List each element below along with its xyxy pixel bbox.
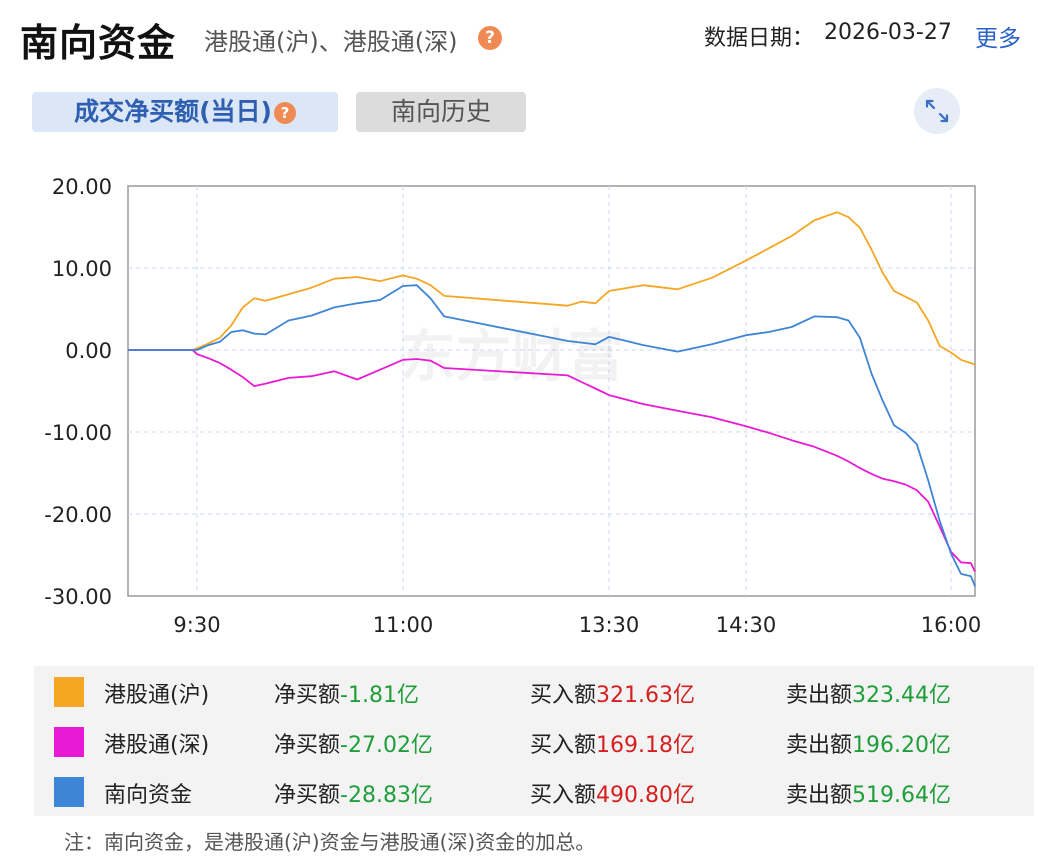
- x-tick-label: 9:30: [173, 613, 220, 637]
- net-buy-label: 净买额: [274, 683, 341, 708]
- sell-value: 519.64亿: [852, 783, 951, 808]
- legend-swatch: [54, 777, 84, 807]
- net-buy-cell: 净买额-1.81亿: [274, 677, 419, 709]
- expand-icon: [925, 99, 949, 123]
- footnote: 注：南向资金，是港股通(沪)资金与港股通(深)资金的加总。: [64, 830, 596, 854]
- x-tick-label: 11:00: [373, 613, 434, 637]
- legend-row: 港股通(深) 净买额-27.02亿 买入额169.18亿 卖出额196.20亿: [34, 716, 1034, 766]
- buy-value: 321.63亿: [596, 683, 695, 708]
- buy-cell: 买入额169.18亿: [530, 727, 695, 759]
- series-line: [128, 211, 976, 366]
- buy-label: 买入额: [530, 733, 597, 758]
- legend-series-name: 港股通(深): [104, 733, 210, 758]
- series-line: [128, 349, 976, 572]
- net-buy-cell: 净买额-27.02亿: [274, 727, 433, 759]
- y-tick-label: -20.00: [44, 503, 112, 527]
- tab-southbound-history-label: 南向历史: [390, 97, 491, 126]
- sell-value: 323.44亿: [852, 683, 951, 708]
- net-buy-value: -1.81亿: [340, 683, 419, 708]
- legend-panel: 港股通(沪) 净买额-1.81亿 买入额321.63亿 卖出额323.44亿 港…: [34, 666, 1034, 816]
- x-tick-label: 13:30: [579, 613, 640, 637]
- help-icon[interactable]: ?: [478, 26, 502, 50]
- page-title: 南向资金: [20, 21, 177, 65]
- tab-net-buy-today[interactable]: 成交净买额(当日)?: [32, 92, 338, 132]
- x-tick-label: 14:30: [716, 613, 777, 637]
- sell-cell: 卖出额323.44亿: [786, 677, 951, 709]
- page-subtitle: 港股通(沪)、港股通(深): [204, 28, 458, 56]
- legend-row: 南向资金 净买额-28.83亿 买入额490.80亿 卖出额519.64亿: [34, 766, 1034, 816]
- y-tick-label: -30.00: [44, 585, 112, 609]
- legend-series-name: 南向资金: [104, 783, 193, 808]
- buy-cell: 买入额490.80亿: [530, 777, 695, 809]
- x-tick-label: 16:00: [921, 613, 982, 637]
- tab-net-buy-today-label: 成交净买额(当日): [74, 97, 272, 126]
- y-tick-label: 0.00: [65, 339, 112, 363]
- date-value: 2026-03-27: [824, 20, 952, 45]
- expand-button[interactable]: [914, 88, 960, 134]
- y-tick-label: -10.00: [44, 421, 112, 445]
- buy-value: 490.80亿: [596, 783, 695, 808]
- sell-label: 卖出额: [786, 783, 853, 808]
- series-line: [128, 284, 976, 587]
- net-buy-value: -28.83亿: [340, 783, 433, 808]
- legend-series-name: 港股通(沪): [104, 683, 210, 708]
- buy-label: 买入额: [530, 783, 597, 808]
- watermark-text: 东方财富: [400, 325, 624, 390]
- help-icon[interactable]: ?: [273, 102, 296, 124]
- sell-cell: 卖出额196.20亿: [786, 727, 951, 759]
- plot-area: [127, 185, 976, 597]
- net-buy-label: 净买额: [274, 733, 341, 758]
- header: 南向资金 港股通(沪)、港股通(深) ? 数据日期： 2026-03-27 更多: [0, 0, 1038, 76]
- net-buy-cell: 净买额-28.83亿: [274, 777, 433, 809]
- y-tick-label: 10.00: [52, 257, 112, 281]
- net-buy-label: 净买额: [274, 783, 341, 808]
- more-link[interactable]: 更多: [975, 26, 1021, 52]
- legend-swatch: [54, 727, 84, 757]
- buy-label: 买入额: [530, 683, 597, 708]
- tab-southbound-history[interactable]: 南向历史: [356, 92, 526, 132]
- buy-value: 169.18亿: [596, 733, 695, 758]
- sell-label: 卖出额: [786, 733, 853, 758]
- legend-row: 港股通(沪) 净买额-1.81亿 买入额321.63亿 卖出额323.44亿: [34, 666, 1034, 716]
- buy-cell: 买入额321.63亿: [530, 677, 695, 709]
- date-label: 数据日期：: [704, 26, 815, 51]
- sell-value: 196.20亿: [852, 733, 951, 758]
- y-tick-label: 20.00: [52, 175, 112, 199]
- legend-swatch: [54, 677, 84, 707]
- sell-cell: 卖出额519.64亿: [786, 777, 951, 809]
- line-chart: 20.00 10.00 0.00 -10.00 -20.00 -30.00 9:30 11:0…: [44, 175, 982, 637]
- net-buy-value: -27.02亿: [340, 733, 433, 758]
- sell-label: 卖出额: [786, 683, 853, 708]
